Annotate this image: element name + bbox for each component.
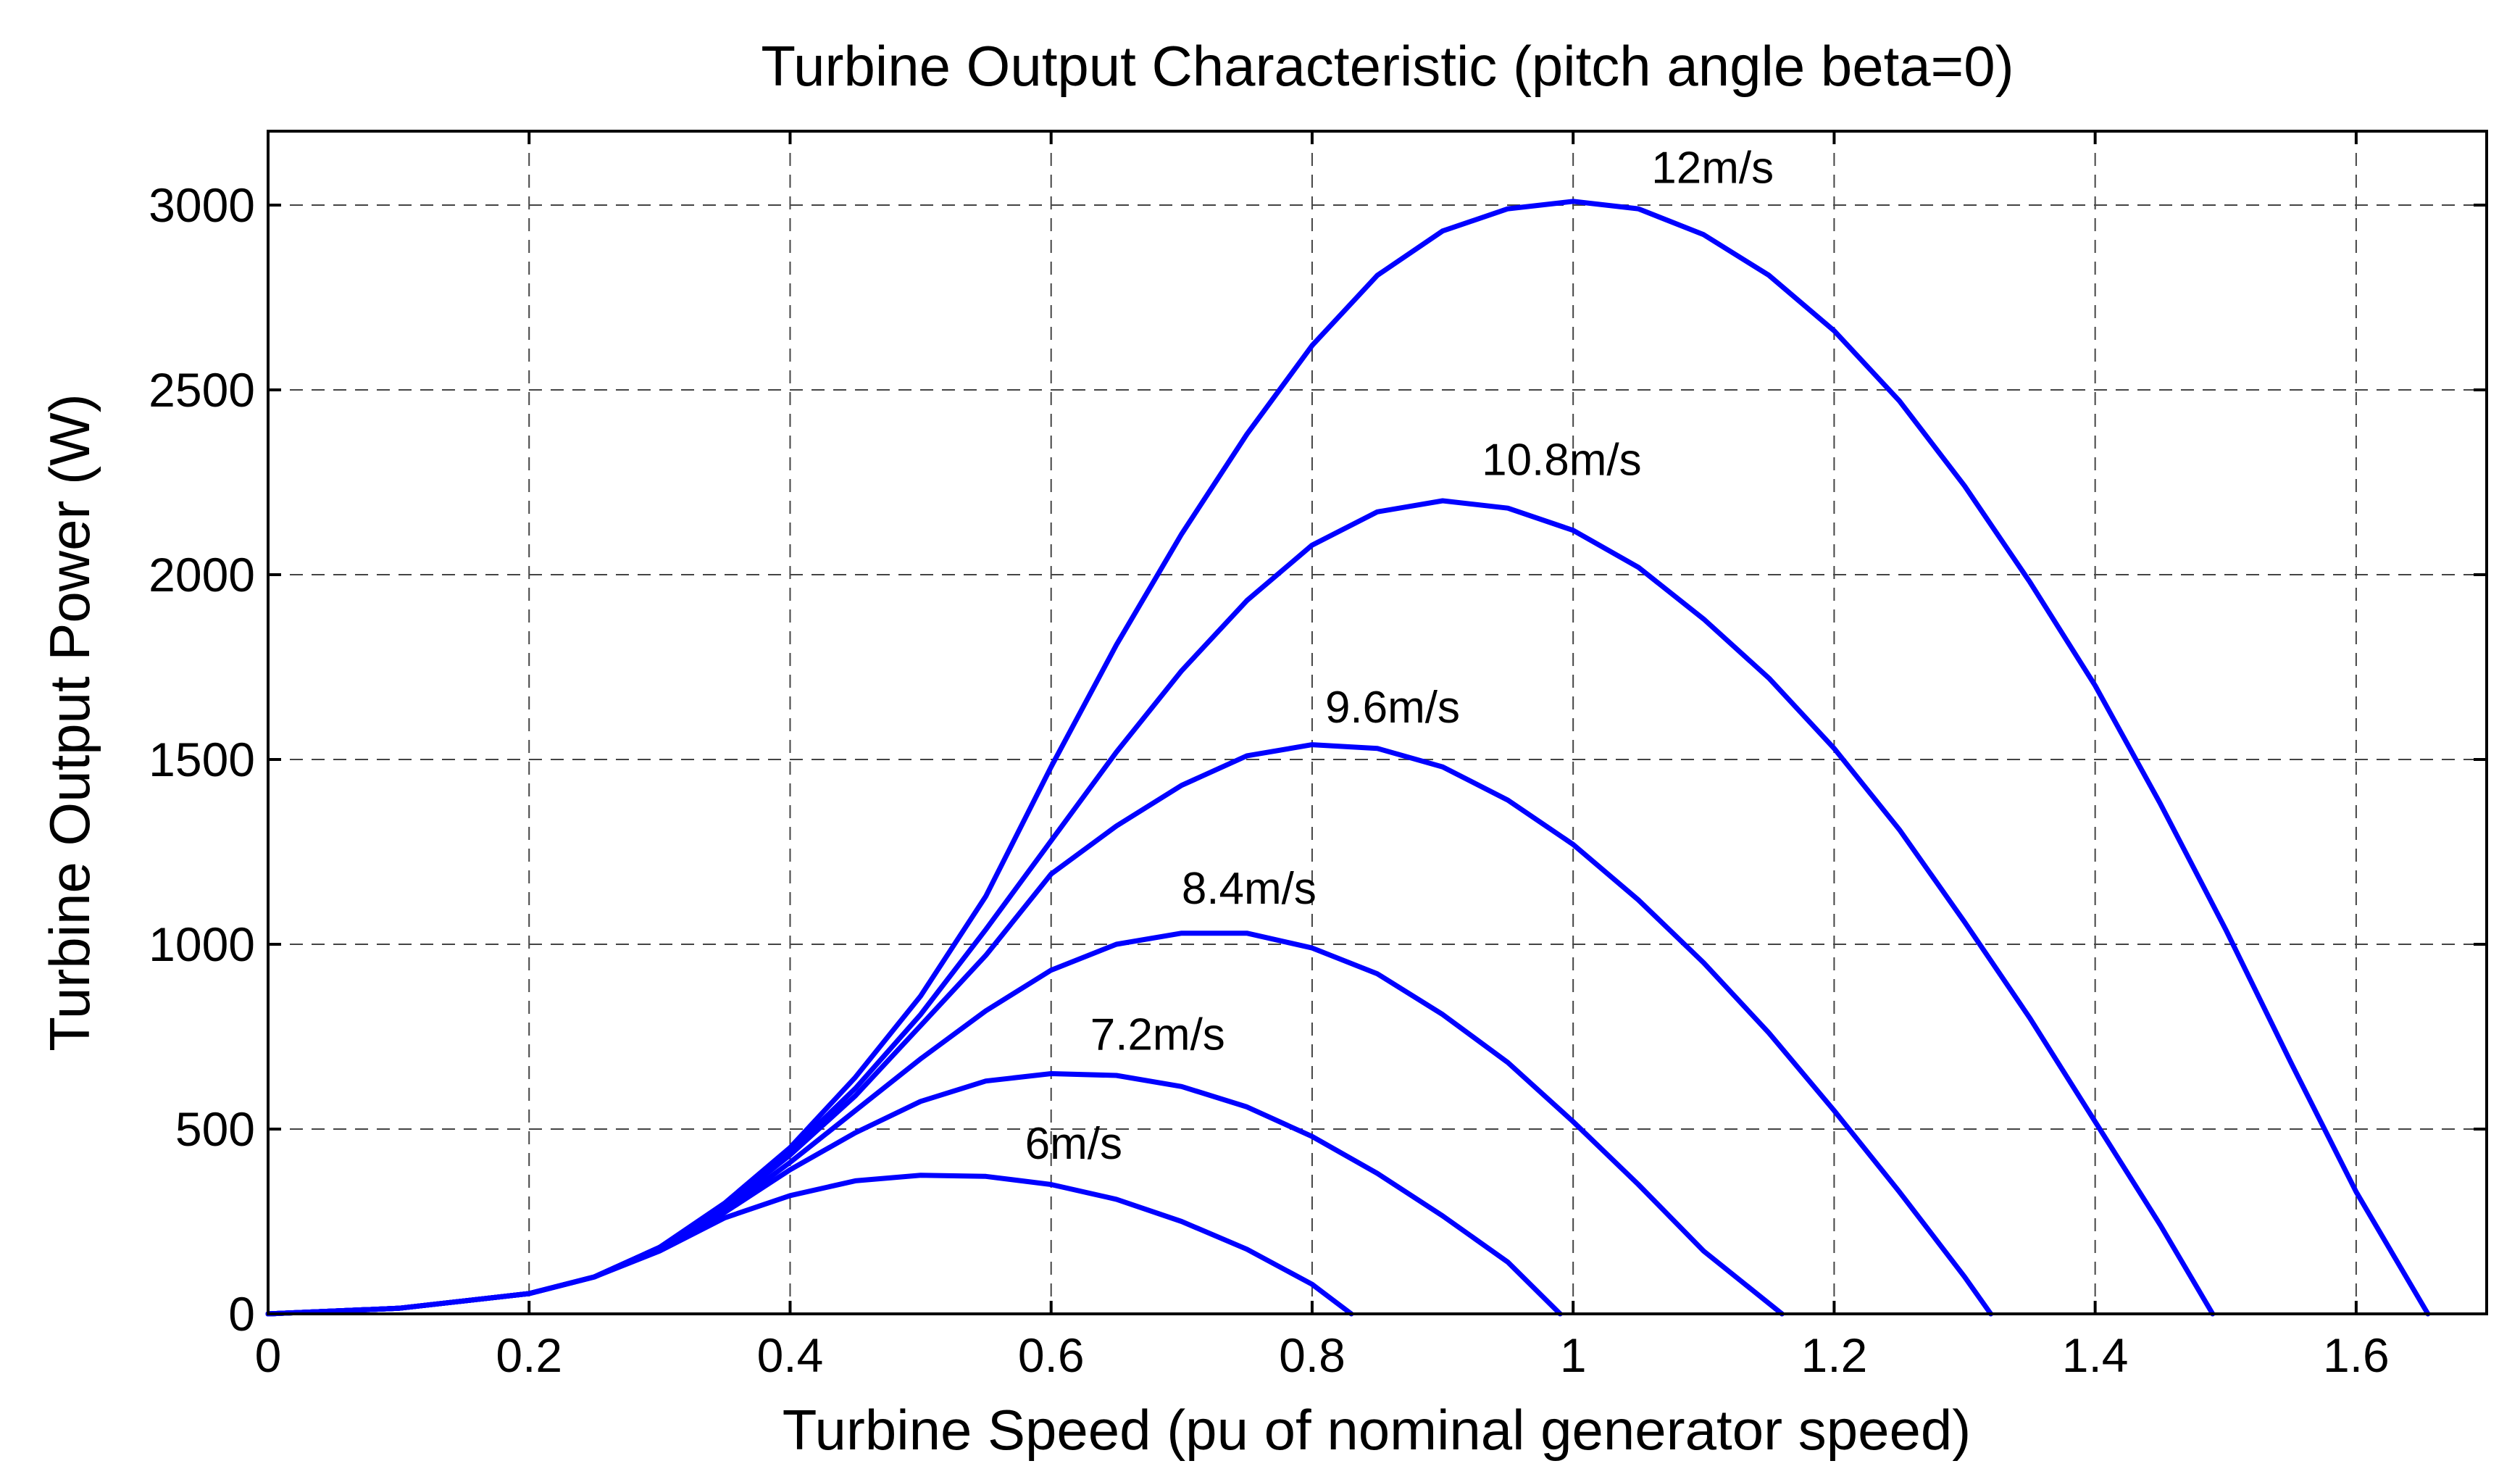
series-label: 8.4m/s — [1182, 864, 1317, 914]
y-axis-label: Turbine Output Power (W) — [38, 394, 101, 1051]
series-label: 7.2m/s — [1090, 1009, 1225, 1060]
series-line — [265, 199, 2431, 1317]
series-label: 6m/s — [1025, 1119, 1122, 1169]
series-labels: 6m/s 7.2m/s 8.4m/s 9.6m/s 10.8m/s 12m/s — [1025, 143, 1774, 1168]
x-tick-label: 0.6 — [1018, 1328, 1085, 1382]
x-tick-label: 0.2 — [496, 1328, 562, 1382]
y-tick-label: 500 — [175, 1102, 255, 1156]
chart-title: Turbine Output Characteristic (pitch ang… — [761, 34, 2014, 98]
series-label: 9.6m/s — [1325, 683, 1460, 733]
y-tick-label: 2000 — [149, 548, 255, 601]
series-label: 10.8m/s — [1482, 435, 1642, 485]
x-tick-label: 0.4 — [757, 1328, 824, 1382]
plot-frame — [267, 130, 2488, 1315]
x-tick-label: 1.4 — [2062, 1328, 2129, 1382]
y-tick-label: 3000 — [149, 178, 255, 232]
y-tick-label: 1000 — [149, 917, 255, 971]
series-layer — [265, 199, 2431, 1317]
x-tick-label: 1 — [1560, 1328, 1587, 1382]
x-tick-label: 0.8 — [1279, 1328, 1345, 1382]
y-tick-label: 2500 — [149, 363, 255, 417]
x-tick-label: 1.6 — [2323, 1328, 2390, 1382]
ticks: 0 0.2 0.4 0.6 0.8 1 1.2 1.4 1.6 0 500 1000 1500 2000 2… — [149, 131, 2487, 1382]
x-tick-label: 1.2 — [1801, 1328, 1868, 1382]
x-tick-label: 0 — [255, 1328, 282, 1382]
series-label: 12m/s — [1651, 143, 1774, 193]
y-tick-label: 0 — [228, 1287, 255, 1341]
x-axis-label: Turbine Speed (pu of nominal generator s… — [783, 1398, 1971, 1462]
y-tick-label: 1500 — [149, 733, 255, 786]
